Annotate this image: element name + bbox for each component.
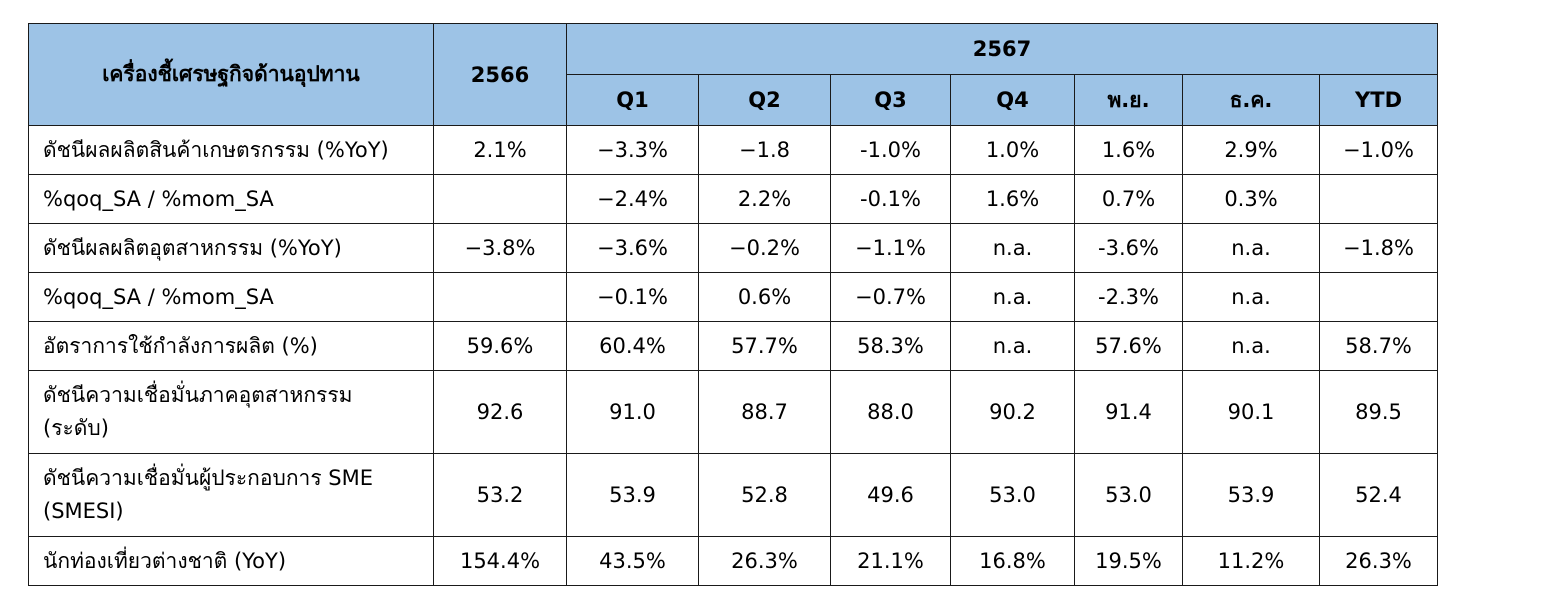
value-dec: 0.3% xyxy=(1182,174,1320,224)
value-q2: 88.7 xyxy=(698,370,831,454)
table-row: ดัชนีความเชื่อมั่นผู้ประกอบการ SME (SMESI… xyxy=(28,453,1439,537)
value-q4: 53.0 xyxy=(950,453,1075,537)
value-q3: -1.0% xyxy=(830,125,951,175)
value-q1: 60.4% xyxy=(566,321,699,371)
period-header-q2: Q2 xyxy=(698,74,831,126)
value-2566 xyxy=(433,174,567,224)
value-dec: n.a. xyxy=(1182,272,1320,322)
value-2566: 154.4% xyxy=(433,536,567,586)
value-dec: 2.9% xyxy=(1182,125,1320,175)
value-ytd: −1.0% xyxy=(1318,125,1439,175)
value-q2: 2.2% xyxy=(698,174,831,224)
value-q1: 91.0 xyxy=(566,370,699,454)
value-q3: −0.7% xyxy=(830,272,951,322)
value-q3: 49.6 xyxy=(830,453,951,537)
value-q2: 57.7% xyxy=(698,321,831,371)
value-q4: 16.8% xyxy=(950,536,1075,586)
row-label-line2: (ระดับ) xyxy=(43,416,109,440)
table-row: ดัชนีความเชื่อมั่นภาคอุตสาหกรรม (ระดับ) 9… xyxy=(28,370,1439,454)
value-ytd: −1.8% xyxy=(1318,223,1439,273)
value-nov: 0.7% xyxy=(1074,174,1183,224)
row-label-line2: (SMESI) xyxy=(43,499,124,523)
value-nov: 91.4 xyxy=(1074,370,1183,454)
row-label-line1: ดัชนีความเชื่อมั่นผู้ประกอบการ SME xyxy=(43,466,373,491)
value-nov: 53.0 xyxy=(1074,453,1183,537)
value-ytd: 26.3% xyxy=(1318,536,1439,586)
value-2566: −3.8% xyxy=(433,223,567,273)
row-label: ดัชนีความเชื่อมั่นผู้ประกอบการ SME (SMESI… xyxy=(28,453,434,537)
period-header-q1: Q1 xyxy=(566,74,699,126)
value-2566: 92.6 xyxy=(433,370,567,454)
value-dec: n.a. xyxy=(1182,321,1320,371)
year-2567-header: 2567 xyxy=(565,23,1439,75)
value-nov: -3.6% xyxy=(1074,223,1183,273)
value-q1: −3.3% xyxy=(566,125,699,175)
value-nov: 1.6% xyxy=(1074,125,1183,175)
value-q4: n.a. xyxy=(950,223,1075,273)
value-2566 xyxy=(433,272,567,322)
value-2566: 2.1% xyxy=(433,125,567,175)
value-q2: −1.8 xyxy=(698,125,831,175)
value-q1: −0.1% xyxy=(566,272,699,322)
value-q4: n.a. xyxy=(950,272,1075,322)
indicator-column-header: เครื่องชี้เศรษฐกิจด้านอุปทาน xyxy=(28,23,434,126)
value-nov: -2.3% xyxy=(1074,272,1183,322)
row-label: ดัชนีความเชื่อมั่นภาคอุตสาหกรรม (ระดับ) xyxy=(28,370,434,454)
row-label: %qoq_SA / %mom_SA xyxy=(28,272,434,322)
value-q3: 21.1% xyxy=(830,536,951,586)
value-q3: −1.1% xyxy=(830,223,951,273)
value-q1: −3.6% xyxy=(566,223,699,273)
value-dec: 11.2% xyxy=(1182,536,1320,586)
value-q2: −0.2% xyxy=(698,223,831,273)
table-row: ดัชนีผลผลิตอุตสาหกรรม (%YoY) −3.8% −3.6%… xyxy=(28,223,1439,273)
value-ytd: 52.4 xyxy=(1318,453,1439,537)
value-q1: 43.5% xyxy=(566,536,699,586)
period-header-q3: Q3 xyxy=(830,74,951,126)
value-ytd: 58.7% xyxy=(1318,321,1439,371)
value-ytd xyxy=(1318,272,1439,322)
value-ytd xyxy=(1318,174,1439,224)
table-row: อัตราการใช้กำลังการผลิต (%) 59.6% 60.4% … xyxy=(28,321,1439,371)
value-dec: n.a. xyxy=(1182,223,1320,273)
value-q4: 1.6% xyxy=(950,174,1075,224)
table-row: %qoq_SA / %mom_SA −2.4% 2.2% -0.1% 1.6% … xyxy=(28,174,1439,224)
value-q4: n.a. xyxy=(950,321,1075,371)
value-q1: 53.9 xyxy=(566,453,699,537)
value-dec: 53.9 xyxy=(1182,453,1320,537)
header-row-periods: Q1 Q2 Q3 Q4 พ.ย. ธ.ค. YTD xyxy=(29,74,1439,126)
value-q3: 58.3% xyxy=(830,321,951,371)
row-label: %qoq_SA / %mom_SA xyxy=(28,174,434,224)
value-ytd: 89.5 xyxy=(1318,370,1439,454)
table-row: นักท่องเที่ยวต่างชาติ (YoY) 154.4% 43.5%… xyxy=(28,536,1439,586)
value-dec: 90.1 xyxy=(1182,370,1320,454)
value-2566: 59.6% xyxy=(433,321,567,371)
period-header-q4: Q4 xyxy=(950,74,1075,126)
value-q3: -0.1% xyxy=(830,174,951,224)
value-q2: 26.3% xyxy=(698,536,831,586)
table-row: ดัชนีผลผลิตสินค้าเกษตรกรรม (%YoY) 2.1% −… xyxy=(28,125,1439,175)
value-2566: 53.2 xyxy=(433,453,567,537)
header-row-years: เครื่องชี้เศรษฐกิจด้านอุปทาน 2566 2567 xyxy=(28,23,1439,126)
row-label-line1: ดัชนีความเชื่อมั่นภาคอุตสาหกรรม xyxy=(43,383,353,408)
row-label: อัตราการใช้กำลังการผลิต (%) xyxy=(28,321,434,371)
period-header-dec: ธ.ค. xyxy=(1182,74,1320,126)
value-q2: 0.6% xyxy=(698,272,831,322)
value-q4: 1.0% xyxy=(950,125,1075,175)
value-q2: 52.8 xyxy=(698,453,831,537)
supply-indicators-table: เครื่องชี้เศรษฐกิจด้านอุปทาน 2566 2567 Q… xyxy=(28,23,1439,586)
year-2566-header: 2566 xyxy=(433,23,567,126)
row-label: นักท่องเที่ยวต่างชาติ (YoY) xyxy=(28,536,434,586)
value-q1: −2.4% xyxy=(566,174,699,224)
value-nov: 57.6% xyxy=(1074,321,1183,371)
value-q3: 88.0 xyxy=(830,370,951,454)
row-label: ดัชนีผลผลิตสินค้าเกษตรกรรม (%YoY) xyxy=(28,125,434,175)
table-row: %qoq_SA / %mom_SA −0.1% 0.6% −0.7% n.a. … xyxy=(28,272,1439,322)
period-header-ytd: YTD xyxy=(1318,74,1439,126)
value-nov: 19.5% xyxy=(1074,536,1183,586)
row-label: ดัชนีผลผลิตอุตสาหกรรม (%YoY) xyxy=(28,223,434,273)
period-header-nov: พ.ย. xyxy=(1074,74,1183,126)
value-q4: 90.2 xyxy=(950,370,1075,454)
